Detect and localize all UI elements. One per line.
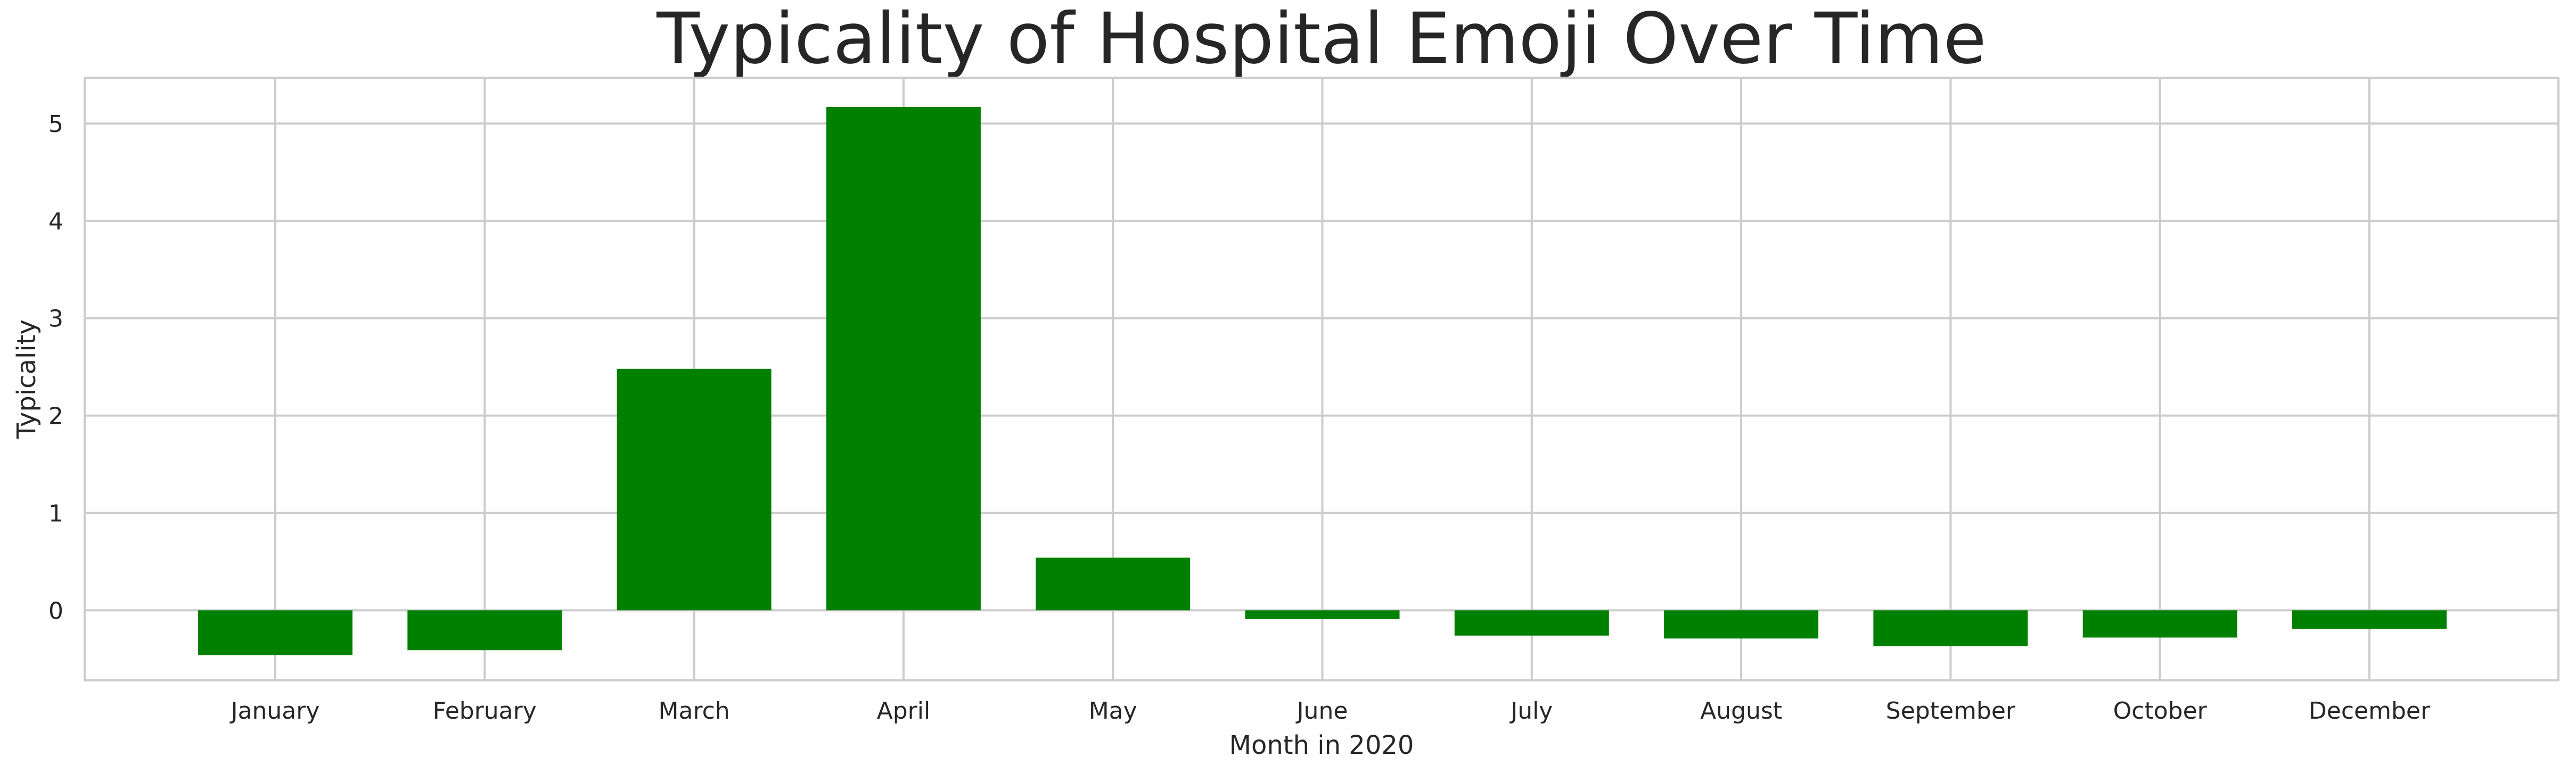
plot-frame — [84, 77, 2559, 681]
bar-july — [1454, 610, 1609, 636]
y-axis-label: Typicality — [12, 319, 42, 439]
x-tick-label: February — [433, 697, 537, 725]
bar-june — [1245, 610, 1400, 619]
bar-august — [1664, 610, 1819, 639]
y-tick-label: 5 — [48, 111, 63, 138]
bar-may — [1036, 557, 1191, 611]
x-axis-label: Month in 2020 — [1229, 730, 1414, 760]
bar-march — [617, 368, 772, 611]
bar-october — [2082, 610, 2237, 638]
x-tick-label: July — [1509, 697, 1553, 725]
y-tick-label: 3 — [48, 306, 63, 333]
bar-september — [1873, 610, 2028, 646]
x-tick-label: September — [1886, 697, 2016, 725]
x-tick-label: October — [2113, 697, 2208, 725]
chart-title: Typicality of Hospital Emoji Over Time — [656, 0, 1987, 80]
x-tick-label: April — [877, 697, 931, 725]
bar-december — [2292, 610, 2447, 629]
grid — [85, 78, 2558, 680]
x-tick-label: December — [2309, 697, 2431, 725]
x-tick-label: May — [1089, 697, 1137, 725]
y-tick-labels: 0 1 2 3 4 5 — [48, 111, 63, 624]
x-tick-label: June — [1295, 697, 1348, 725]
x-tick-label: January — [229, 697, 320, 725]
y-tick-label: 0 — [48, 597, 63, 624]
y-tick-label: 4 — [48, 208, 63, 235]
y-tick-label: 1 — [48, 500, 63, 527]
y-tick-label: 2 — [48, 403, 63, 430]
x-tick-labels: January February March April May June July Augu… — [229, 697, 2431, 725]
x-tick-label: August — [1700, 697, 1782, 725]
bars — [198, 106, 2447, 655]
bar-january — [198, 610, 352, 655]
bar-february — [407, 610, 562, 651]
bar-april — [826, 106, 981, 611]
x-tick-label: March — [659, 697, 730, 725]
